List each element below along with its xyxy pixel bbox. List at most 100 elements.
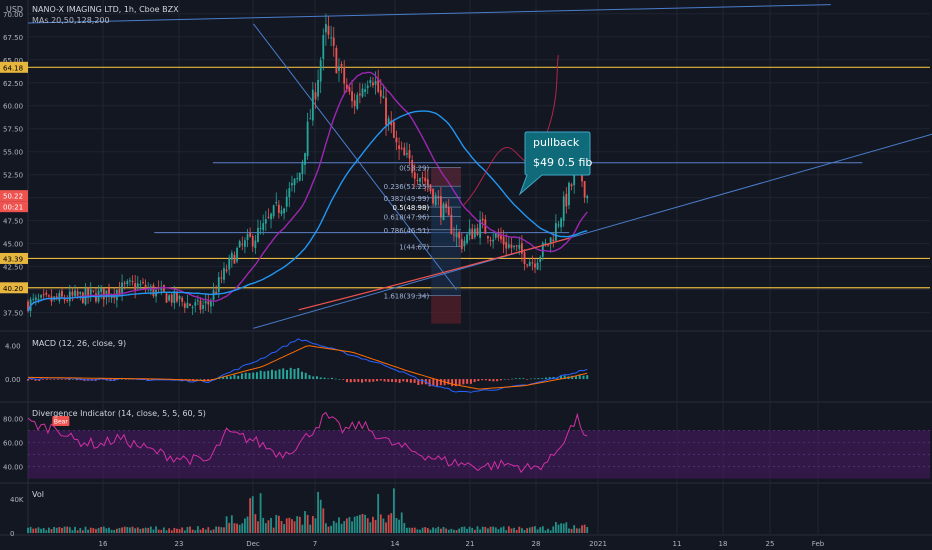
divergence-line	[27, 411, 588, 474]
candle-body	[92, 290, 95, 292]
price-tick-label: 55.00	[3, 149, 23, 157]
macd-bar	[304, 372, 307, 380]
volume-bar	[528, 527, 531, 533]
candle-body	[505, 242, 508, 249]
callout-line1: pullback	[533, 136, 580, 149]
macd-bar	[563, 375, 566, 380]
time-tick-label: 14	[391, 540, 400, 548]
macd-bar	[132, 378, 135, 380]
volume-bar	[37, 527, 40, 533]
volume-bar	[487, 528, 489, 533]
fib-level-label: 1(44.67)	[399, 244, 429, 252]
volume-bar	[42, 528, 45, 533]
signal-line	[28, 345, 588, 390]
candle-body	[419, 178, 421, 182]
candle-body	[270, 213, 272, 220]
candle-body	[162, 284, 165, 292]
macd-bar	[278, 369, 281, 380]
macd-bar	[548, 377, 551, 380]
divergence-pane[interactable]: Bear Divergence Indicator (14, close, 5,…	[27, 409, 930, 479]
candle-body	[319, 60, 322, 82]
candle-body	[385, 97, 387, 126]
macd-bar	[357, 379, 360, 382]
macd-bar	[38, 379, 41, 381]
volume-bar	[476, 526, 479, 533]
volume-bar	[408, 527, 411, 533]
macd-bar	[582, 375, 585, 380]
volume-bar	[204, 529, 207, 533]
candle-body	[487, 236, 489, 239]
macd-bar	[391, 379, 394, 382]
volume-bar	[160, 529, 163, 533]
macd-bar	[413, 379, 416, 383]
macd-bar	[518, 378, 521, 380]
candle-body	[520, 243, 523, 254]
volume-bar	[110, 529, 113, 533]
volume-bar	[178, 529, 181, 533]
candle-body	[32, 298, 35, 300]
macd-bar	[147, 379, 150, 381]
volume-bar	[115, 528, 118, 533]
candle-body	[241, 243, 244, 245]
macd-bar	[316, 376, 319, 380]
volume-bar	[304, 511, 306, 533]
macd-bar	[53, 379, 56, 380]
candle-body	[450, 214, 453, 234]
volume-bar	[562, 523, 565, 533]
candle-body	[358, 93, 361, 96]
volume-bar	[241, 523, 244, 533]
candle-body	[356, 94, 359, 109]
price-tick-label: 60.00	[3, 103, 23, 111]
macd-bar	[102, 379, 105, 380]
macd-bar	[484, 379, 487, 381]
volume-bar	[84, 526, 87, 533]
volume-bar	[317, 491, 319, 533]
volume-bar	[210, 530, 212, 533]
falling-trendline[interactable]	[253, 23, 457, 290]
macd-bar	[578, 374, 581, 380]
macd-bar	[372, 379, 375, 382]
candle-body	[264, 219, 267, 224]
macd-bar	[184, 379, 187, 380]
candle-body	[387, 118, 390, 125]
macd-bar	[409, 379, 412, 383]
volume-bar	[372, 516, 374, 533]
bear-badge	[52, 416, 70, 427]
macd-bar	[240, 373, 243, 380]
volume-bar	[87, 529, 90, 533]
macd-bar	[60, 379, 63, 380]
volume-bar	[455, 530, 458, 533]
price-axis[interactable]: 37.5040.0042.5045.0047.5050.0052.5055.00…	[3, 11, 24, 538]
time-tick-label: 21	[466, 540, 475, 548]
candle-body	[152, 285, 155, 297]
upper-trendline[interactable]	[27, 4, 831, 24]
volume-bar	[539, 527, 542, 533]
candle-body	[557, 224, 560, 226]
candle-body	[298, 172, 301, 181]
price-badge-label: 40.20	[3, 285, 23, 293]
volume-bar	[348, 517, 351, 533]
pullback-callout[interactable]: pullback $49 0.5 fib	[518, 131, 592, 196]
price-tick-label: 65.00	[3, 57, 23, 65]
candle-body	[549, 237, 552, 245]
rising-trendline[interactable]	[253, 133, 932, 329]
macd-lines	[27, 338, 588, 393]
macd-bar	[72, 379, 75, 380]
volume-bar	[518, 526, 521, 533]
volume-bar	[463, 526, 466, 533]
volume-bar	[165, 530, 168, 533]
candle-body	[215, 291, 218, 294]
time-axis[interactable]: 16 23 Dec 7 14 21 28 2021 11 18 25 Feb	[99, 540, 825, 548]
volume-bar	[280, 521, 283, 533]
macd-pane[interactable]: MACD (12, 26, close, 9)	[27, 338, 589, 393]
macd-bar	[203, 379, 206, 381]
price-tick-label: 67.50	[3, 34, 23, 42]
macd-bar	[300, 371, 303, 380]
volume-bar	[327, 526, 330, 533]
macd-bar	[364, 379, 367, 382]
volume-bar	[439, 528, 442, 533]
volume-bar	[306, 514, 309, 533]
price-pane[interactable]: 0(53.29) 0.236(51.25) 0.382(49.99)0.5(48.9…	[27, 4, 932, 329]
volume-pane[interactable]: Vol	[27, 488, 589, 533]
